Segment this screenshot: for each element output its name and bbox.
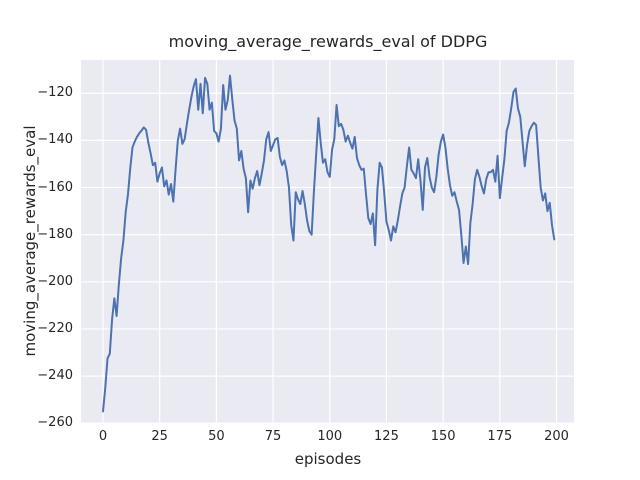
- x-tick-label: 200: [544, 429, 569, 444]
- y-tick-label: −180: [37, 226, 73, 242]
- y-tick-label: −200: [37, 273, 73, 289]
- y-tick-label: −240: [37, 368, 73, 384]
- x-tick-label: 175: [487, 429, 513, 444]
- y-axis-label: moving_average_rewards_eval: [21, 125, 39, 357]
- chart-title: moving_average_rewards_eval of DDPG: [168, 32, 488, 51]
- x-tick-label: 150: [430, 429, 456, 444]
- y-tick-label: −120: [37, 85, 73, 101]
- y-tick-label: −160: [37, 179, 73, 195]
- x-axis-label: episodes: [294, 450, 362, 468]
- y-tick-label: −260: [37, 415, 73, 431]
- reward-line: [102, 74, 556, 413]
- y-tick-label: −140: [37, 132, 73, 148]
- plot-canvas: [81, 60, 574, 423]
- x-tick-label: 0: [98, 429, 108, 444]
- y-tick-label: −220: [37, 320, 73, 336]
- x-tick-label: 25: [151, 429, 168, 444]
- plot-area: [81, 60, 574, 423]
- x-tick-label: 50: [208, 429, 225, 444]
- x-tick-label: 125: [374, 429, 399, 444]
- x-tick-label: 100: [317, 429, 343, 444]
- x-tick-label: 75: [264, 429, 282, 444]
